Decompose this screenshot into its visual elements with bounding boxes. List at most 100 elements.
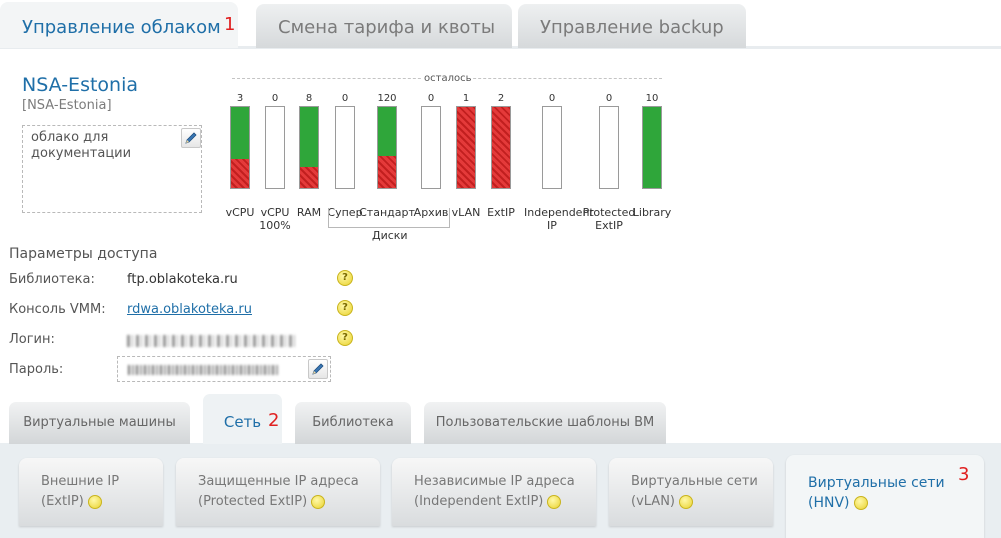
subtab-vlan-code: (vLAN) xyxy=(631,492,773,512)
quota-bar xyxy=(299,106,319,189)
tab-cloud-management-label: Управление облаком xyxy=(22,17,221,38)
help-icon[interactable] xyxy=(679,494,693,509)
edit-password-button[interactable] xyxy=(308,359,328,379)
tab-library[interactable]: Библиотека xyxy=(295,402,411,444)
help-icon[interactable]: ? xyxy=(337,270,353,286)
quota-item: 0 Independent IP xyxy=(524,92,594,232)
subtab-hnv[interactable]: Виртуальные сети (HNV) xyxy=(786,455,984,538)
help-icon[interactable] xyxy=(311,494,326,509)
quota-remaining-value: 0 xyxy=(548,93,556,104)
quota-used-fill xyxy=(231,159,249,188)
quota-bar xyxy=(230,106,250,189)
quota-bar xyxy=(542,106,562,189)
subtab-independent-ip[interactable]: Независимые IP адреса (Independent ExtIP… xyxy=(392,458,596,526)
access-params-title: Параметры доступа xyxy=(9,246,158,262)
quota-free-fill xyxy=(378,107,396,156)
quota-remaining-value: 8 xyxy=(305,93,313,104)
help-icon[interactable] xyxy=(547,494,562,509)
login-value-redacted xyxy=(127,335,297,347)
quota-remaining-value: 3 xyxy=(236,93,244,104)
library-label: Библиотека: xyxy=(9,272,95,287)
quota-bar xyxy=(456,106,476,189)
disks-group-bracket xyxy=(328,208,450,228)
tab-virtual-machines[interactable]: Виртуальные машины xyxy=(9,402,190,444)
edit-description-button[interactable] xyxy=(181,128,201,148)
tab-network-label: Сеть xyxy=(223,413,262,431)
cloud-description-box: облако для документации xyxy=(22,125,202,213)
quota-remaining-value: 0 xyxy=(427,93,435,104)
quota-item: 0 Архив xyxy=(403,92,459,219)
quota-item: 2 ExtIP xyxy=(473,92,529,219)
subtab-hnv-code: (HNV) xyxy=(808,493,984,513)
help-icon[interactable]: ? xyxy=(337,300,353,316)
help-icon[interactable] xyxy=(853,496,868,510)
password-field[interactable] xyxy=(117,356,331,382)
pencil-icon xyxy=(185,132,197,144)
login-label: Логин: xyxy=(9,332,55,347)
cloud-description: облако для документации xyxy=(31,130,132,161)
quota-remaining-value: 2 xyxy=(497,93,505,104)
quota-label: Independent IP xyxy=(524,206,594,232)
cloud-subtitle: [NSA-Estonia] xyxy=(22,98,112,113)
quota-bar xyxy=(377,106,397,189)
tab-network[interactable]: Сеть xyxy=(203,394,282,444)
subtab-protected-ip[interactable]: Защищенные IP адреса (Protected ExtIP) xyxy=(176,458,380,526)
quota-item: 3 vCPU xyxy=(212,92,268,219)
subtab-protected-ip-title: Защищенные IP адреса xyxy=(198,474,359,489)
quota-item: 0 Protected ExtIP xyxy=(581,92,637,232)
password-label: Пароль: xyxy=(9,362,64,377)
console-row: Консоль VMM: rdwa.oblakoteka.ru ? xyxy=(9,300,353,324)
library-row: Библиотека: ftp.oblakoteka.ru ? xyxy=(9,270,353,294)
subtab-independent-ip-title: Независимые IP адреса xyxy=(414,474,575,489)
tab-user-vm-templates-label: Пользовательские шаблоны ВМ xyxy=(435,415,655,430)
disks-group-label: Диски xyxy=(372,229,408,242)
console-link[interactable]: rdwa.oblakoteka.ru xyxy=(127,302,252,317)
quota-remaining-value: 1 xyxy=(462,93,470,104)
quota-bar xyxy=(335,106,355,189)
quota-item: 0 vCPU 100% xyxy=(247,92,303,232)
tab-backup-management[interactable]: Управление backup xyxy=(518,4,746,48)
subtab-external-ip[interactable]: Внешние IP (ExtIP) xyxy=(19,458,163,526)
quota-bar xyxy=(491,106,511,189)
quota-used-fill xyxy=(300,167,318,188)
password-value-redacted xyxy=(128,365,278,375)
quota-bar xyxy=(642,106,662,189)
quota-label: Супер xyxy=(327,206,363,219)
tab-cloud-management[interactable]: Управление облаком xyxy=(0,2,238,48)
quota-label: Library xyxy=(632,206,672,219)
quota-label: vCPU 100% xyxy=(259,206,291,232)
tab-tariff-quota[interactable]: Смена тарифа и квоты xyxy=(256,4,512,48)
quota-label: vCPU xyxy=(225,206,255,219)
top-tab-bar: Управление облаком Смена тарифа и квоты … xyxy=(0,0,1001,49)
tab-library-label: Библиотека xyxy=(312,415,394,430)
quota-bar xyxy=(421,106,441,189)
help-icon[interactable]: ? xyxy=(337,330,353,346)
tab-user-vm-templates[interactable]: Пользовательские шаблоны ВМ xyxy=(424,402,666,444)
remaining-label: осталось xyxy=(422,73,474,84)
subtab-vlan[interactable]: Виртуальные сети (vLAN) xyxy=(609,458,773,526)
cloud-name: NSA-Estonia xyxy=(22,74,139,96)
tab-tariff-quota-label: Смена тарифа и квоты xyxy=(278,17,496,38)
quota-free-fill xyxy=(643,107,661,188)
subtab-vlan-title: Виртуальные сети xyxy=(631,474,758,489)
annotation-marker-2: 2 xyxy=(268,410,280,431)
quota-label: ExtIP xyxy=(487,206,515,219)
tab-backup-management-label: Управление backup xyxy=(540,17,724,38)
password-row: Пароль: xyxy=(9,356,349,384)
library-value: ftp.oblakoteka.ru xyxy=(127,272,238,287)
quota-label: vLAN xyxy=(451,206,481,219)
quota-item: 10 Library xyxy=(624,92,680,219)
quota-label: Стандарт xyxy=(359,206,415,219)
quota-item: 1 vLAN xyxy=(438,92,494,219)
quota-used-fill xyxy=(457,107,475,188)
quota-item: 8 RAM xyxy=(281,92,337,219)
subtab-hnv-title: Виртуальные сети xyxy=(808,475,945,491)
help-icon[interactable] xyxy=(87,494,102,509)
quota-label: Архив xyxy=(413,206,449,219)
quota-remaining-value: 0 xyxy=(271,93,279,104)
quota-label: Protected ExtIP xyxy=(582,206,636,232)
console-label: Консоль VMM: xyxy=(9,302,106,317)
subtab-protected-ip-code: (Protected ExtIP) xyxy=(198,492,380,512)
subtab-external-ip-title: Внешние IP xyxy=(41,474,120,489)
quota-remaining-value: 120 xyxy=(377,93,397,104)
